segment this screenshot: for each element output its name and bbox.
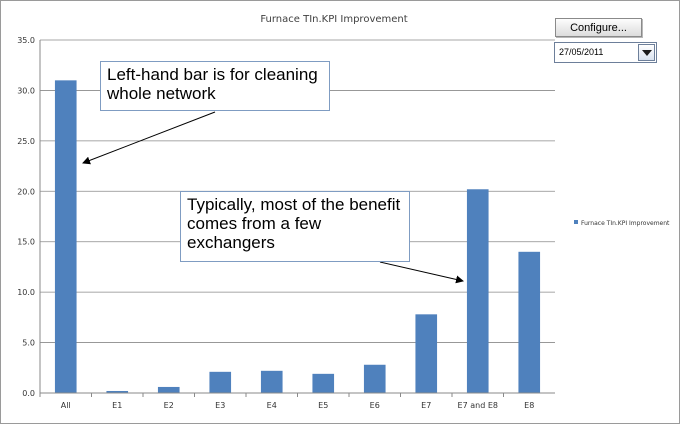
x-tick-label: E4 [267,401,277,410]
x-tick-label: E6 [370,401,380,410]
x-tick-label: All [61,401,71,410]
x-tick-label: E7 [421,401,431,410]
bar [363,364,386,393]
y-tick-label: 0.0 [22,389,35,398]
date-dropdown[interactable]: 27/05/2011 [554,42,657,63]
y-tick-label: 25.0 [17,137,35,146]
legend-swatch [574,220,578,224]
bar [466,189,489,393]
callout-arrows [82,111,464,284]
bar [312,373,335,393]
y-tick-label: 30.0 [17,86,35,95]
callout-arrow [82,111,216,165]
callout-few-exchangers: Typically, most of the benefit comes fro… [180,191,410,262]
x-tick-label: E3 [215,401,225,410]
bar [518,251,541,393]
bar [260,370,283,393]
y-tick-label: 5.0 [22,339,35,348]
configure-button[interactable]: Configure... [555,18,642,37]
legend-label: Furnace TIn.KPI Improvement [581,220,670,227]
bar [209,371,232,393]
date-value: 27/05/2011 [559,47,604,57]
y-tick-label: 15.0 [17,238,35,247]
x-tick-label: E1 [112,401,122,410]
y-tick-label: 35.0 [17,36,35,45]
x-tick-label: E2 [164,401,174,410]
chevron-down-icon[interactable] [638,44,655,61]
bars [54,80,541,393]
x-tick-label: E8 [524,401,534,410]
x-tick-label: E7 and E8 [458,401,498,410]
axes: 0.0 5.0 10.0 15.0 20.0 25.0 30.0 35.0 All E1 E2 E3 E… [17,36,555,410]
bar [157,386,180,393]
y-tick-label: 20.0 [17,187,35,196]
callout-arrow [379,261,464,284]
callout-network-bar: Left-hand bar is for cleaning whole netw… [100,61,330,111]
x-tick-label: E5 [318,401,328,410]
y-tick-label: 10.0 [17,288,35,297]
bar [54,80,77,393]
bar [106,390,129,393]
chart-title: Furnace TIn.KPI Improvement [260,14,407,25]
legend: Furnace TIn.KPI Improvement [574,220,670,227]
bar [415,314,438,393]
